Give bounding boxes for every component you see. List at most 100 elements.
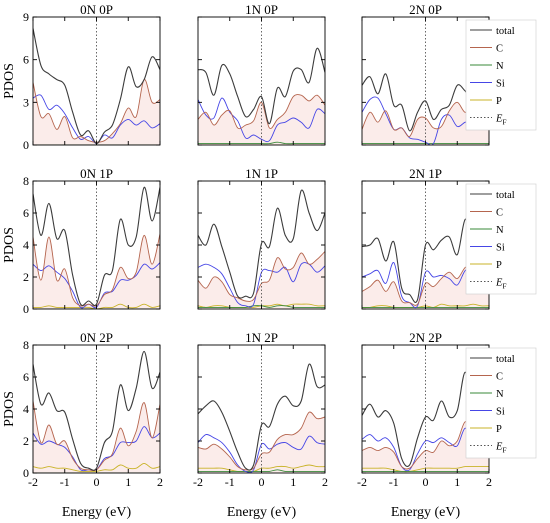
legend: total CN Si P EF — [465, 347, 537, 459]
legend-label: EF — [495, 114, 507, 127]
y-axis-label: PDOS — [2, 227, 17, 263]
legend-label: Si — [496, 407, 505, 418]
x-tick-label: 1 — [290, 475, 296, 489]
legend-label-text: N — [496, 389, 504, 400]
x-tick-label: 0 — [259, 475, 265, 489]
legend-label-text: C — [496, 44, 503, 55]
panel-title: 2N 1P — [409, 166, 442, 181]
panel-title: 0N 1P — [80, 166, 113, 181]
legend-label-text: Si — [496, 243, 505, 254]
legend-label: total — [496, 190, 515, 201]
x-tick-label: 2 — [322, 475, 328, 489]
c-fill-area — [362, 254, 489, 309]
y-tick-label: 0 — [23, 138, 29, 152]
panel-0n-0p: 0 3 6 9 0N 0P PDOS — [2, 2, 161, 152]
legend-box — [465, 183, 537, 295]
panel-2n-1p: 2N 1P total CN Si P EF — [361, 166, 537, 310]
y-tick-label: 3 — [23, 95, 29, 109]
legend-label: Si — [496, 243, 505, 254]
panel-1n-2p: -2 -1 0 1 2 1N 2P Energy (eV) — [193, 330, 328, 520]
y-axis-label: PDOS — [2, 63, 17, 99]
series-line-total — [198, 189, 325, 299]
panel-0n-1p: 0 2 4 6 8 0N 1P PDOS — [2, 166, 161, 316]
panel-title: 1N 0P — [245, 2, 278, 17]
legend-label-text: Si — [496, 407, 505, 418]
x-tick-label: 1 — [454, 475, 460, 489]
legend-box — [465, 347, 537, 459]
c-fill-area — [33, 79, 160, 145]
legend-label-text: total — [496, 354, 515, 365]
series-line-total — [198, 47, 325, 125]
y-tick-label: 6 — [23, 206, 29, 220]
y-tick-label: 9 — [23, 10, 29, 24]
legend-label-text: Si — [496, 79, 505, 90]
legend-label: N — [496, 389, 504, 400]
panel-1n-1p: 1N 1P — [197, 166, 326, 310]
legend-label: EF — [495, 442, 507, 455]
x-axis-label: Energy (eV) — [62, 505, 132, 520]
legend-label: EF — [495, 278, 507, 291]
y-tick-label: 0 — [23, 466, 29, 480]
legend-label-subscript: F — [502, 282, 506, 291]
legend-label-text: P — [496, 96, 502, 107]
x-tick-label: -2 — [193, 475, 203, 489]
panel-1n-0p: 1N 0P — [197, 2, 326, 146]
c-fill-area — [33, 233, 160, 309]
legend-label: Si — [496, 79, 505, 90]
series-line-total — [198, 363, 325, 471]
panel-title: 1N 1P — [245, 166, 278, 181]
series-line-si — [198, 97, 325, 143]
legend-label: total — [496, 354, 515, 365]
legend-label-text: P — [496, 424, 502, 435]
legend-label: C — [496, 208, 503, 219]
y-tick-label: 8 — [23, 174, 29, 188]
panel-title: 2N 0P — [409, 2, 442, 17]
y-tick-label: 8 — [23, 338, 29, 352]
legend-label-text: E — [495, 114, 503, 125]
panel-title: 1N 2P — [245, 330, 278, 345]
panel-title: 0N 2P — [80, 330, 113, 345]
legend-label: P — [496, 96, 502, 107]
legend-label: C — [496, 44, 503, 55]
x-tick-label: -2 — [28, 475, 38, 489]
panel-title: 2N 2P — [409, 330, 442, 345]
series-line-p — [33, 303, 160, 309]
legend: total CN Si P EF — [465, 183, 537, 295]
legend-box — [465, 19, 537, 131]
legend-label-text: C — [496, 208, 503, 219]
legend-label-text: N — [496, 61, 504, 72]
c-fill-area — [362, 410, 489, 473]
legend-label-text: N — [496, 225, 504, 236]
x-tick-label: -2 — [357, 475, 367, 489]
legend-label: P — [496, 260, 502, 271]
legend-label-text: E — [495, 442, 503, 453]
legend-label: total — [496, 26, 515, 37]
y-tick-label: 0 — [23, 302, 29, 316]
legend-label-text: total — [496, 190, 515, 201]
c-fill-area — [33, 401, 160, 473]
panel-0n-2p: -2 -1 0 1 2 0 2 4 6 8 0N 2P PDOS Energy (eV) — [2, 330, 163, 520]
x-tick-label: 2 — [157, 475, 163, 489]
y-tick-label: 6 — [23, 370, 29, 384]
legend-label-text: total — [496, 26, 515, 37]
legend-label-subscript: F — [502, 118, 506, 127]
panel-title: 0N 0P — [80, 2, 113, 17]
x-tick-label: 1 — [125, 475, 131, 489]
x-tick-label: -1 — [60, 475, 70, 489]
plot-area — [198, 189, 325, 309]
legend-label-text: C — [496, 372, 503, 383]
y-tick-label: 4 — [23, 402, 29, 416]
legend-label: N — [496, 61, 504, 72]
c-fill-area — [198, 411, 325, 473]
x-tick-label: 0 — [423, 475, 429, 489]
y-tick-label: 2 — [23, 270, 29, 284]
legend-label: P — [496, 424, 502, 435]
x-tick-label: 0 — [94, 475, 100, 489]
legend-label-text: P — [496, 260, 502, 271]
x-tick-label: 2 — [486, 475, 492, 489]
y-tick-label: 2 — [23, 434, 29, 448]
